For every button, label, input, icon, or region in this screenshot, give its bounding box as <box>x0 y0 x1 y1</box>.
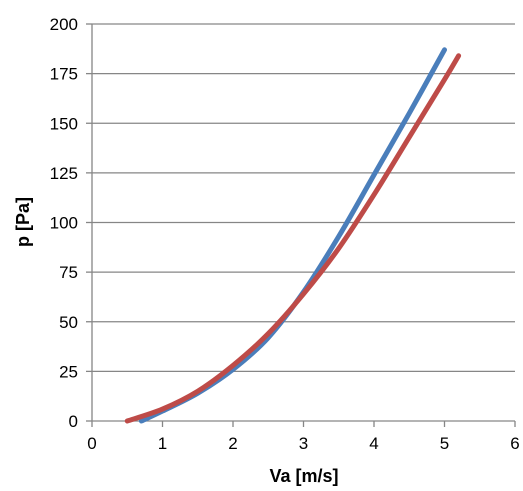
x-axis-title: Va [m/s] <box>269 466 338 486</box>
series-lines <box>124 47 462 424</box>
x-tick-label: 6 <box>510 434 519 453</box>
y-tick-label: 0 <box>69 412 78 431</box>
y-tick-label: 25 <box>59 362 78 381</box>
y-tick-label: 75 <box>59 263 78 282</box>
axes <box>86 23 516 427</box>
series-line-2 <box>124 53 462 424</box>
gridlines <box>92 23 515 373</box>
series-line-1 <box>138 47 447 424</box>
y-tick-label: 125 <box>50 164 78 183</box>
y-tick-label: 150 <box>50 114 78 133</box>
y-axis-title: p [Pa] <box>13 197 33 247</box>
x-tick-label: 2 <box>228 434 237 453</box>
x-tick-label: 3 <box>299 434 308 453</box>
y-tick-label: 175 <box>50 65 78 84</box>
y-tick-label: 200 <box>50 15 78 34</box>
x-tick-label: 0 <box>87 434 96 453</box>
x-tick-label: 1 <box>158 434 167 453</box>
y-tick-label: 50 <box>59 313 78 332</box>
tick-labels: 0 25 50 75 100 125 150 175 200 0 1 2 3 4 5 6 <box>50 15 520 453</box>
x-tick-label: 4 <box>369 434 378 453</box>
y-tick-label: 100 <box>50 214 78 233</box>
x-tick-label: 5 <box>440 434 449 453</box>
